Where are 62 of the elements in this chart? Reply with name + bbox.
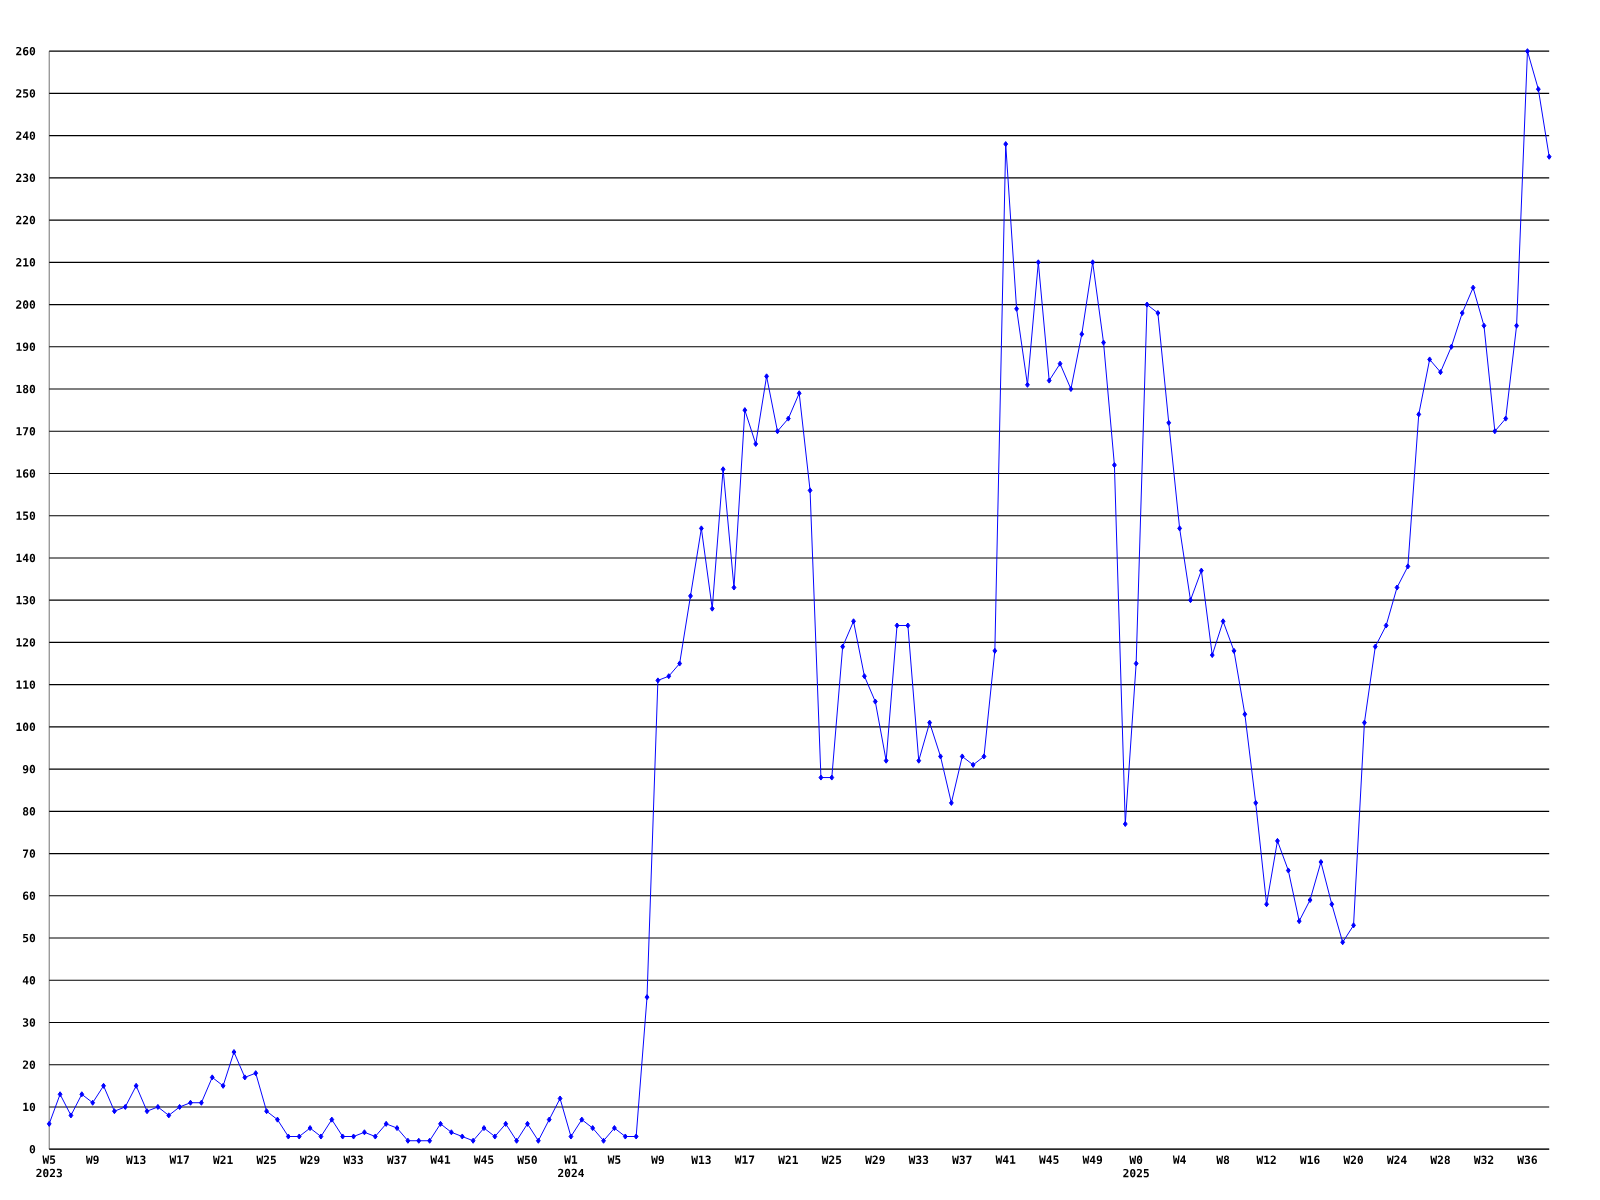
x-tick-label: W24	[1386, 1155, 1407, 1164]
y-tick-label: 120	[16, 638, 36, 647]
y-tick-label: 30	[22, 1018, 36, 1027]
x-tick-label: W50	[517, 1155, 537, 1165]
x-tick-label: W12	[1256, 1155, 1276, 1164]
y-tick-label: 190	[16, 342, 36, 352]
x-tick-label: W20	[1343, 1155, 1364, 1165]
y-tick-label: 180	[16, 384, 36, 394]
y-tick-label: 20	[22, 1060, 36, 1069]
x-tick-label: W1 2024	[558, 1155, 584, 1178]
y-tick-label: 110	[16, 680, 36, 689]
y-tick-label: 60	[22, 891, 36, 901]
y-tick-label: 90	[22, 764, 36, 774]
x-tick-label: W37	[386, 1155, 407, 1165]
x-tick-label: W32	[1473, 1155, 1494, 1165]
x-tick-label: W4	[1172, 1155, 1186, 1164]
y-tick-label: 200	[16, 300, 36, 309]
x-tick-label: W36	[1517, 1155, 1537, 1165]
x-tick-label: W5	[607, 1155, 621, 1164]
y-tick-label: 40	[22, 976, 36, 985]
x-tick-label: W13	[126, 1155, 146, 1165]
x-tick-label: W5 2023	[36, 1155, 63, 1178]
y-tick-label: 10	[23, 1102, 36, 1112]
y-tick-label: 70	[23, 849, 36, 858]
x-tick-label: W16	[1299, 1155, 1320, 1165]
y-tick-label: 80	[22, 807, 36, 816]
y-tick-label: 160	[16, 469, 36, 478]
y-tick-label: 130	[16, 595, 36, 605]
y-tick-label: 260	[16, 46, 36, 56]
x-tick-label: W17	[169, 1155, 189, 1164]
x-tick-label: W45	[473, 1155, 494, 1164]
x-tick-label: W45	[1039, 1155, 1059, 1164]
x-tick-label: W21	[212, 1155, 233, 1164]
y-tick-label: 170	[16, 427, 36, 436]
x-tick-label: W41	[995, 1155, 1016, 1164]
y-tick-label: 210	[16, 258, 36, 267]
x-tick-label: W29	[865, 1155, 885, 1165]
x-tick-label: W37	[952, 1155, 972, 1165]
x-tick-label: W33	[908, 1155, 929, 1165]
y-tick-label: 140	[16, 553, 36, 563]
y-tick-label: 100	[16, 722, 36, 732]
x-tick-label: W33	[343, 1155, 363, 1165]
x-tick-label: W25	[256, 1155, 276, 1165]
x-tick-label: W13	[691, 1155, 711, 1165]
y-tick-label: 50	[23, 933, 36, 943]
x-tick-label: W9	[651, 1155, 664, 1165]
x-tick-label: W49	[1082, 1155, 1103, 1165]
y-tick-label: 240	[16, 131, 36, 140]
x-tick-label: W9	[85, 1155, 99, 1165]
x-tick-label: W25	[821, 1155, 842, 1165]
x-tick-label: W29	[299, 1155, 320, 1165]
x-tick-label: W28	[1430, 1155, 1450, 1165]
x-tick-label: W41	[430, 1155, 451, 1164]
x-tick-label: W17	[734, 1155, 755, 1164]
x-tick-label: W21	[778, 1155, 798, 1164]
y-tick-label: 220	[16, 215, 36, 225]
y-tick-label: 250	[16, 89, 36, 98]
y-tick-label: 0	[29, 1144, 36, 1154]
y-tick-label: 150	[16, 511, 36, 520]
x-tick-label: W0 2025	[1123, 1155, 1149, 1178]
y-tick-label: 230	[16, 173, 36, 183]
x-tick-label: W8	[1216, 1155, 1230, 1165]
